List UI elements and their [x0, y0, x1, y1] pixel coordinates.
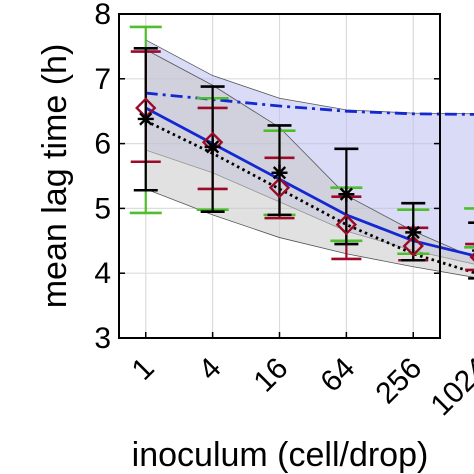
x-tick-label-2: 16: [248, 352, 295, 399]
line-dotted-black: [145, 119, 474, 275]
star-marker-4: [405, 224, 422, 241]
y-tick-label-2: 5: [94, 192, 111, 225]
y-axis-title: mean lag time (h): [36, 44, 74, 309]
line-solid-blue: [145, 106, 474, 257]
y-tick-label-5: 8: [94, 0, 111, 31]
x-tick-label-5: 1024: [425, 352, 474, 423]
star-stroke-3: [272, 166, 287, 180]
y-tick-label-0: 3: [94, 322, 111, 355]
star-marker-0: [137, 110, 154, 127]
x-tick-label-0: 1: [126, 352, 161, 387]
x-axis-title: inoculum (cell/drop): [132, 436, 429, 474]
star-stroke-3: [406, 225, 420, 239]
star-stroke-3: [206, 140, 220, 154]
star-stroke-3: [139, 112, 153, 126]
y-tick-label-3: 6: [94, 128, 111, 161]
y-axis-ticks: 3 4 5 6 7 8: [94, 0, 440, 355]
diamond-marker-2: [268, 176, 291, 199]
x-tick-label-3: 64: [314, 352, 361, 399]
star-marker-3: [338, 186, 355, 203]
star-stroke-3: [339, 187, 353, 201]
y-tick-label-1: 4: [94, 257, 111, 290]
diamond-marker-4: [402, 235, 424, 257]
x-tick-label-4: 256: [369, 352, 428, 411]
x-tick-label-1: 4: [192, 352, 227, 387]
star-marker-1: [204, 138, 221, 155]
data-markers: [135, 97, 474, 262]
y-tick-label-4: 7: [94, 63, 111, 96]
star-marker-2: [271, 164, 288, 181]
diamond-marker-3: [335, 213, 358, 236]
